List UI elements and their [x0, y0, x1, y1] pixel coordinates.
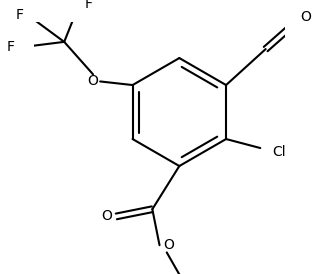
Text: O: O [163, 238, 174, 252]
Text: O: O [87, 73, 99, 88]
Text: O: O [301, 10, 312, 24]
Text: F: F [7, 40, 15, 54]
Text: F: F [85, 0, 93, 11]
Text: O: O [101, 209, 112, 223]
Text: Cl: Cl [272, 145, 286, 159]
Text: F: F [16, 8, 24, 22]
